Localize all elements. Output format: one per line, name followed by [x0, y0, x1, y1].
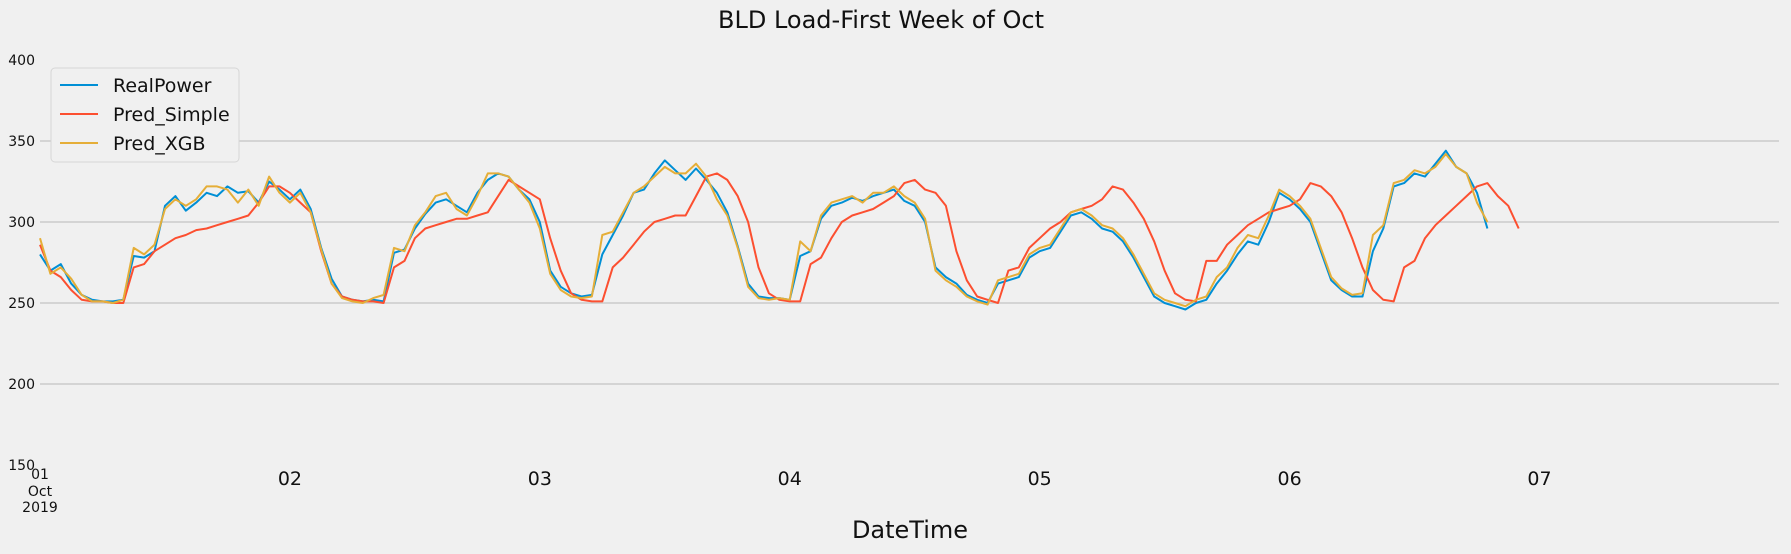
series-line-realpower [39, 149, 1489, 311]
chart-title: BLD Load-First Week of Oct [718, 6, 1044, 34]
y-tick-label-350: 350 [8, 134, 35, 150]
y-tick-label-200: 200 [8, 377, 35, 393]
x-tick-label-02: 02 [278, 468, 302, 490]
x-tick-label-07: 07 [1527, 468, 1551, 490]
x-tick-label-06: 06 [1277, 468, 1301, 490]
y-tick-label-250: 250 [8, 296, 35, 312]
series-line-pred-simple [39, 172, 1520, 304]
x-tick-label-04: 04 [778, 468, 802, 490]
legend: RealPower Pred_Simple Pred_XGB [50, 67, 240, 163]
y-tick-label-300: 300 [8, 215, 35, 231]
x-tick-sublabel-year: 2019 [22, 500, 58, 516]
legend-box [50, 67, 240, 163]
x-tick-label-01: 01 [31, 467, 49, 483]
legend-label-pred-xgb: Pred_XGB [113, 133, 206, 155]
legend-label-realpower: RealPower [113, 75, 212, 97]
x-tick-sublabel-month: Oct [28, 484, 53, 500]
legend-label-pred-simple: Pred_Simple [113, 104, 230, 126]
x-axis-label: DateTime [852, 516, 968, 544]
x-tick-label-03: 03 [528, 468, 552, 490]
x-tick-label-05: 05 [1028, 468, 1052, 490]
gridlines [40, 140, 1779, 385]
y-tick-label-150: 150 [8, 458, 35, 474]
series-line-pred-xgb [39, 153, 1489, 308]
y-tick-label-400: 400 [8, 53, 35, 69]
y-tick-labels: 150 200 250 300 350 400 [8, 53, 35, 474]
series-lines [39, 149, 1520, 311]
